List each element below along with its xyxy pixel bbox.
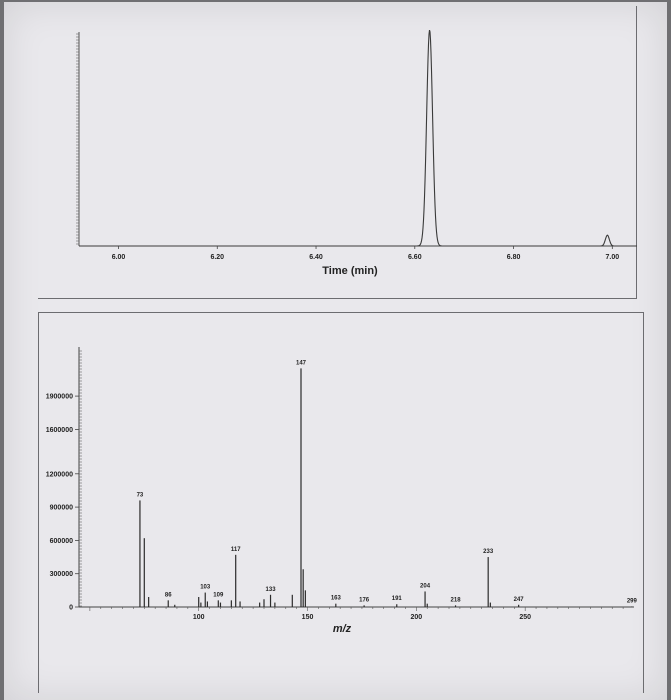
mass-spectrum-y-tick-label: 300000: [50, 571, 73, 578]
mass-spectrum-axes: [78, 347, 634, 611]
mass-spectrum-x-tick-label: 250: [519, 614, 531, 621]
chromatogram-x-tick-label: 6.20: [210, 254, 224, 261]
mass-spectrum-peak-label-233: 233: [483, 549, 494, 555]
mass-spectrum-y-tick-label: 0: [69, 605, 73, 612]
mass-spectrum-x-tick-label: 150: [302, 614, 314, 621]
chromatogram-x-tick-label: 6.00: [112, 254, 126, 261]
mass-spectrum-y-tick-label: 1600000: [46, 427, 73, 434]
chromatogram-x-tick-label: 6.60: [408, 254, 422, 261]
mass-spectrum-peak-label-204: 204: [420, 583, 431, 589]
mass-spectrum-y-tick-label: 1200000: [46, 471, 73, 478]
mass-spectrum-peak-label-299: 299: [627, 598, 638, 604]
mass-spectrum-peak-label-163: 163: [331, 596, 342, 602]
mass-spectrum-peak-label-218: 218: [451, 597, 462, 603]
mass-spectrum-y-tick-label: 1900000: [46, 394, 73, 401]
mass-spectrum-peak-label-191: 191: [392, 596, 403, 602]
mass-spectrum-peak-label-86: 86: [165, 592, 172, 598]
mass-spectrum-y-tick-label: 900000: [50, 505, 73, 512]
mass-spectrum-panel: [38, 312, 644, 693]
chromatogram-panel: [38, 6, 637, 299]
mass-spectrum-peak-label-109: 109: [213, 592, 224, 598]
chromatogram-axes: [76, 32, 637, 247]
mass-spectrum-x-ticks: 100 150 200 250: [193, 614, 531, 621]
mass-spectrum-peaks: [139, 368, 633, 607]
mass-spectrum-peak-label-103: 103: [200, 585, 211, 591]
mass-spectrum-y-ticks: 0 300000 600000 900000 1200000 1600000 1900000: [46, 394, 79, 612]
chromatogram-x-tick-label: 6.80: [507, 254, 521, 261]
mass-spectrum-peak-label-117: 117: [231, 547, 241, 553]
printed-page: 6.00 6.20 6.40 6.60 6.80 7.00 Time (min) 73 86…: [4, 2, 667, 700]
chromatogram-x-ticks: 6.00 6.20 6.40 6.60 6.80 7.00: [112, 246, 619, 261]
mass-spectrum-x-tick-label: 100: [193, 614, 205, 621]
mass-spectrum-x-label: m/z: [333, 623, 352, 635]
mass-spectrum-peak-label-133: 133: [266, 587, 277, 593]
mass-spectrum-peak-label-176: 176: [359, 597, 370, 603]
chromatogram-trace: [79, 29, 637, 247]
mass-spectrum-x-tick-label: 200: [411, 614, 423, 621]
mass-spectrum-peak-label-247: 247: [514, 597, 525, 603]
mass-spectrum-peak-label-73: 73: [137, 492, 144, 498]
mass-spectrum-peak-label-147: 147: [296, 360, 307, 366]
chromatogram-x-tick-label: 7.00: [605, 254, 619, 261]
mass-spectrum-y-tick-label: 600000: [50, 538, 73, 545]
chromatogram-x-tick-label: 6.40: [309, 254, 323, 261]
chromatogram-chart: 6.00 6.20 6.40 6.60 6.80 7.00 Time (min): [76, 29, 637, 277]
chromatogram-x-label: Time (min): [322, 265, 378, 277]
